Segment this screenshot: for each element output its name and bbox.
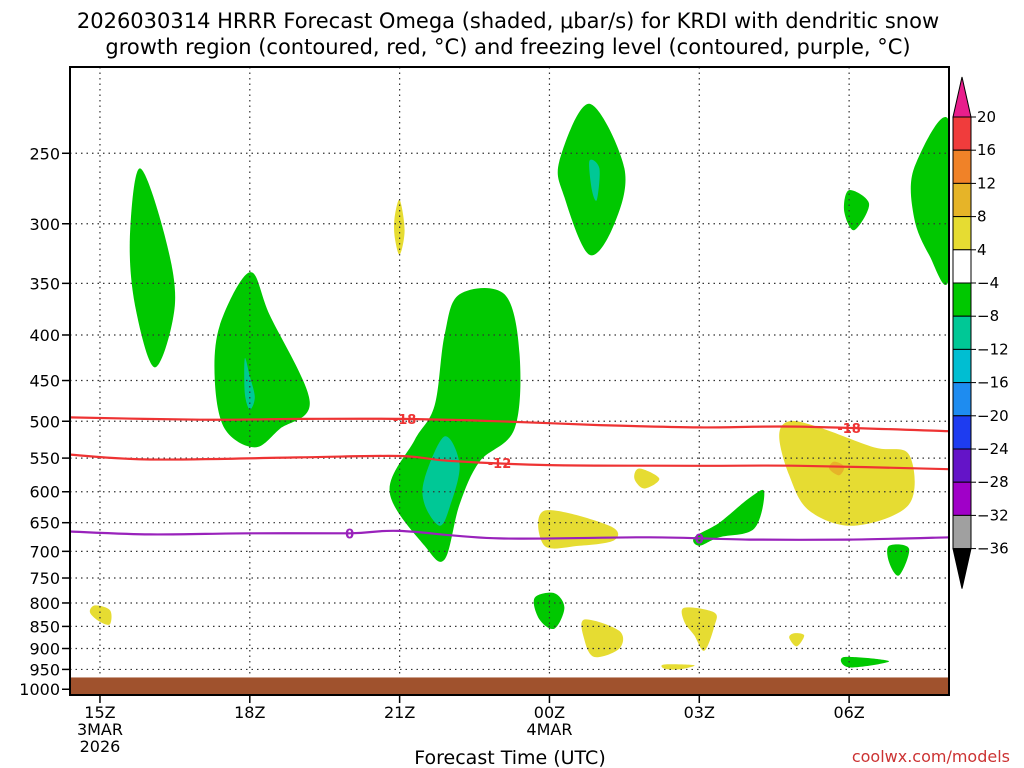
colorbar-label-4: 4: [977, 241, 987, 259]
colorbar: 20 16 12 8 4 −4 −8 −12 −16 −20 −24 −28 −32 −36: [952, 76, 1009, 589]
omega-region-8: [910, 117, 949, 286]
y-tick-label-300: 300: [29, 215, 60, 234]
y-tick-label-700: 700: [29, 542, 60, 561]
omega-region-7: [843, 190, 870, 231]
contour-label--18-0: -18: [393, 413, 417, 428]
contour-label-0-0: 0: [345, 527, 354, 542]
colorbar-label-0: 20: [977, 108, 996, 126]
x-tick-sublabel-15Z: 3MAR: [77, 720, 123, 739]
omega-regions: [89, 103, 949, 670]
colorbar-segment-4: [952, 216, 972, 251]
omega-region-17: [634, 468, 660, 489]
omega-region-12: [840, 656, 890, 668]
x-tick-label-18Z: 18Z: [234, 703, 265, 722]
y-tick-label-350: 350: [29, 274, 60, 293]
x-tick-label-00Z: 00Z: [534, 703, 565, 722]
colorbar-segment-6: [952, 282, 972, 317]
colorbar-label-11: −28: [977, 473, 1009, 491]
colorbar-label-13: −36: [977, 540, 1009, 558]
y-tick-label-950: 950: [29, 660, 60, 679]
omega-region-21: [789, 633, 805, 647]
colorbar-label-10: −24: [977, 440, 1009, 458]
colorbar-segment-7: [952, 315, 972, 350]
colorbar-segment-9: [952, 382, 972, 417]
colorbar-segment-2: [952, 149, 972, 184]
omega-region-22: [661, 664, 695, 670]
contour-label-0-1: 0: [695, 532, 704, 547]
colorbar-arrow-bottom: [952, 548, 972, 589]
colorbar-segment-3: [952, 182, 972, 218]
colorbar-label-2: 12: [977, 174, 996, 192]
grid: [70, 67, 949, 695]
y-tick-label-650: 650: [29, 514, 60, 533]
y-tick-label-250: 250: [29, 144, 60, 163]
colorbar-label-6: −8: [977, 307, 999, 325]
omega-region-18: [89, 605, 112, 625]
colorbar-label-5: −4: [977, 274, 999, 292]
x-tick-sublabel-00Z: 4MAR: [526, 720, 572, 739]
colorbar-segment-11: [952, 448, 972, 483]
colorbar-label-12: −32: [977, 506, 1009, 524]
y-tick-label-550: 550: [29, 449, 60, 468]
x-axis-title: Forecast Time (UTC): [414, 747, 605, 768]
colorbar-label-7: −12: [977, 340, 1009, 358]
omega-region-14: [779, 420, 915, 526]
colorbar-segment-1: [952, 116, 972, 151]
y-tick-label-600: 600: [29, 483, 60, 502]
y-tick-label-500: 500: [29, 412, 60, 431]
colorbar-label-9: −20: [977, 407, 1009, 425]
contour-line--12: [70, 453, 949, 471]
ground-terrain: [70, 677, 949, 695]
contour-label--18-1: -18: [837, 422, 861, 437]
colorbar-segment-12: [952, 481, 972, 516]
colorbar-label-1: 16: [977, 141, 996, 159]
colorbar-segment-8: [952, 348, 972, 384]
omega-region-16: [538, 510, 619, 549]
y-tick-label-750: 750: [29, 569, 60, 588]
omega-region-19: [581, 619, 624, 658]
omega-region-10: [887, 544, 910, 576]
y-tick-label-1000: 1000: [19, 680, 60, 699]
credit-text[interactable]: coolwx.com/models: [852, 747, 1010, 766]
contour-label--12-0: -12: [488, 457, 512, 472]
omega-region-2: [244, 358, 255, 410]
y-tick-label-800: 800: [29, 594, 60, 613]
colorbar-segment-13: [952, 514, 972, 550]
y-tick-label-450: 450: [29, 372, 60, 391]
omega-region-0: [129, 168, 176, 368]
y-axis: 250 300 350 400 450 500 550 600 650 700 750 800 850 9…: [19, 144, 70, 699]
colorbar-label-8: −16: [977, 374, 1009, 392]
plot-area: -18 -18 -12 0 0: [70, 67, 949, 695]
y-tick-label-850: 850: [29, 617, 60, 636]
chart-title-line1: 2026030314 HRRR Forecast Omega (shaded, …: [77, 9, 939, 33]
omega-region-9: [693, 489, 765, 546]
omega-region-11: [533, 592, 565, 630]
x-tick-label-15Z: 15Z: [84, 703, 115, 722]
colorbar-arrow-top: [952, 76, 972, 118]
colorbar-label-3: 8: [977, 208, 987, 226]
colorbar-segment-10: [952, 415, 972, 450]
contour-line--18: [70, 416, 949, 433]
colorbar-segment-5: [952, 249, 972, 284]
x-tick-label-06Z: 06Z: [833, 703, 864, 722]
omega-region-1: [214, 272, 310, 448]
omega-region-15: [828, 461, 845, 476]
x-tick-label-03Z: 03Z: [684, 703, 715, 722]
x-tick-year-15Z: 2026: [80, 737, 121, 756]
x-tick-label-21Z: 21Z: [384, 703, 415, 722]
y-tick-label-900: 900: [29, 640, 60, 659]
y-tick-label-400: 400: [29, 326, 60, 345]
chart-title-line2: growth region (contoured, red, °C) and f…: [105, 35, 910, 59]
omega-region-3: [389, 287, 521, 562]
contours: -18 -18 -12 0 0: [70, 413, 949, 547]
omega-region-6: [589, 159, 600, 201]
contour-line-0: [70, 529, 949, 541]
